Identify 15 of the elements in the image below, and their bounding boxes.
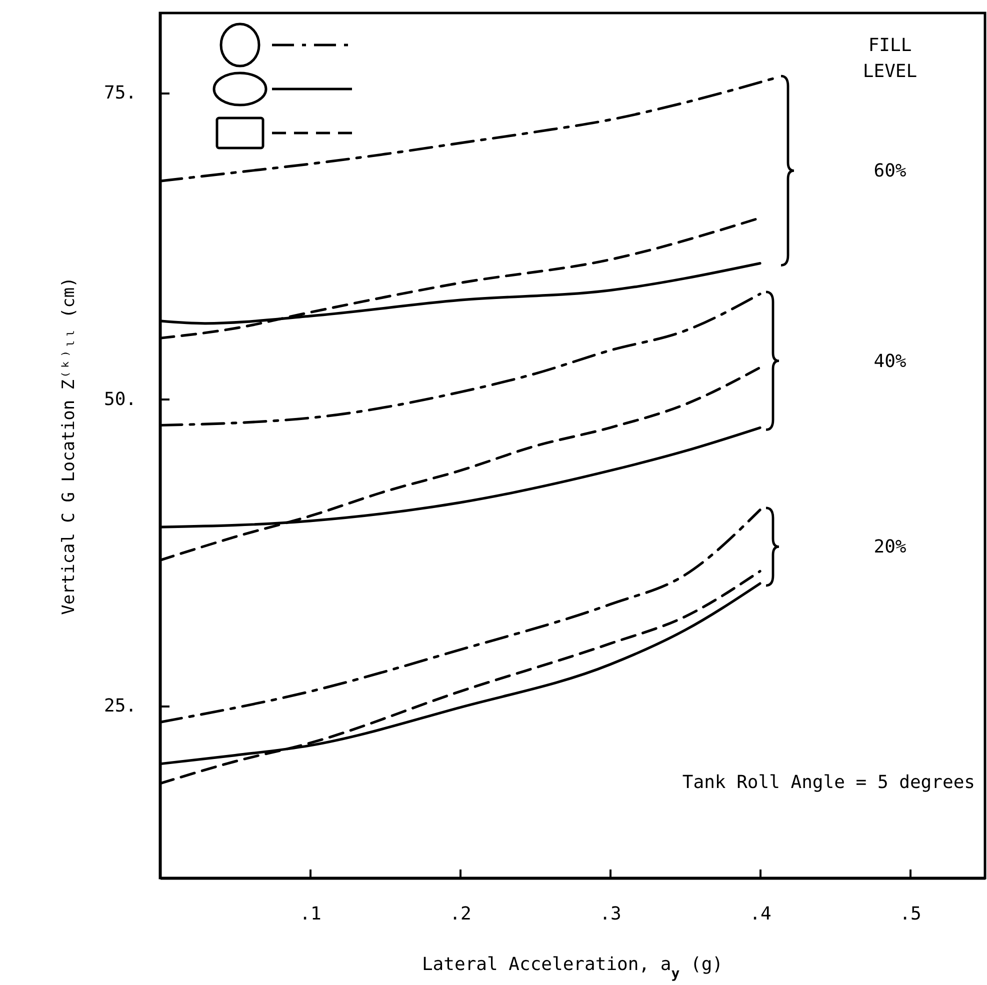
annotation: 60% xyxy=(874,160,906,182)
annotation: 20% xyxy=(874,536,906,558)
annotation: 40% xyxy=(874,350,906,372)
y-tick-label: 50. xyxy=(104,388,136,410)
y-axis-title: Vertical C G Location Z⁽ᵏ⁾ₗₗ (cm) xyxy=(58,277,79,615)
x-tick-label: .2 xyxy=(450,904,472,924)
y-tick-label: 75. xyxy=(104,82,136,104)
annotation: FILL LEVEL xyxy=(862,35,918,82)
x-tick-label: .3 xyxy=(600,904,622,924)
y-tick-label: 25. xyxy=(104,696,136,717)
x-tick-label: .4 xyxy=(750,904,772,924)
annotation: Tank Roll Angle = 5 degrees xyxy=(682,772,975,793)
x-axis-title: Lateral Acceleration, a$_{y}$ (g) xyxy=(422,954,724,982)
x-tick-label: .5 xyxy=(900,904,922,924)
x-tick-label: .1 xyxy=(300,904,322,924)
